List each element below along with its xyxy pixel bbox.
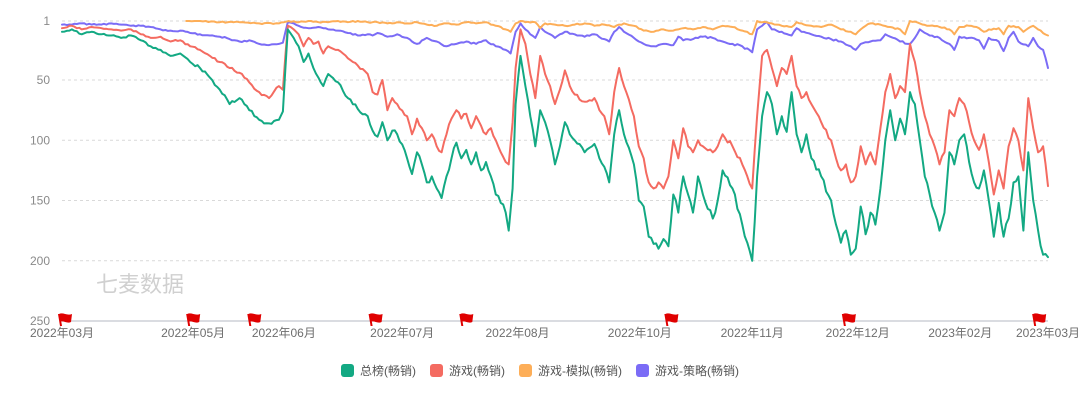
x-tick-label: 2022年12月 <box>826 326 890 340</box>
x-tick-label: 2022年10月 <box>608 326 672 340</box>
event-flag-icon[interactable] <box>841 313 856 326</box>
x-tick-label: 2023年03月 <box>1016 326 1080 340</box>
series-games-simulation-line <box>185 20 1049 37</box>
y-tick-label: 100 <box>30 133 50 147</box>
series-overall-line <box>61 28 1049 262</box>
legend-label: 游戏-模拟(畅销) <box>538 364 622 378</box>
legend-item-games[interactable]: 游戏(畅销) <box>430 362 505 379</box>
legend-label: 总榜(畅销) <box>360 364 416 378</box>
legend-label: 游戏-策略(畅销) <box>655 364 739 378</box>
legend: 总榜(畅销) 游戏(畅销) 游戏-模拟(畅销) 游戏-策略(畅销) <box>0 362 1080 379</box>
legend-item-overall[interactable]: 总榜(畅销) <box>341 362 416 379</box>
legend-label: 游戏(畅销) <box>449 364 505 378</box>
legend-swatch <box>519 364 532 377</box>
x-tick-label: 2022年07月 <box>370 326 434 340</box>
event-flag-icon[interactable] <box>247 313 262 326</box>
series-games-line <box>61 24 1049 196</box>
x-tick-label: 2022年05月 <box>161 326 225 340</box>
x-tick-label: 2022年08月 <box>486 326 550 340</box>
x-axis: 2022年03月 2022年05月 2022年06月 2022年07月 2022年08月… <box>30 326 1080 340</box>
watermark: 七麦数据 <box>96 273 184 298</box>
x-tick-label: 2022年06月 <box>252 326 316 340</box>
y-tick-label: 150 <box>30 194 50 208</box>
event-flag-icon[interactable] <box>58 313 72 326</box>
event-flag-icon[interactable] <box>186 313 201 326</box>
legend-item-games-strategy[interactable]: 游戏-策略(畅销) <box>636 362 739 379</box>
legend-item-games-simulation[interactable]: 游戏-模拟(畅销) <box>519 362 622 379</box>
legend-swatch <box>341 364 354 377</box>
series-layer <box>61 20 1049 262</box>
event-flag-icon[interactable] <box>459 313 474 326</box>
flag-layer <box>58 313 1047 326</box>
legend-swatch <box>430 364 443 377</box>
event-flag-icon[interactable] <box>664 313 679 326</box>
y-tick-label: 250 <box>30 314 50 328</box>
event-flag-icon[interactable] <box>1032 313 1047 326</box>
y-tick-label: 50 <box>37 73 51 87</box>
x-tick-label: 2022年03月 <box>30 326 94 340</box>
series-games-strategy-line <box>61 21 1049 69</box>
legend-swatch <box>636 364 649 377</box>
y-tick-label: 200 <box>30 254 50 268</box>
event-flag-icon[interactable] <box>368 313 383 326</box>
y-tick-label: 1 <box>43 14 50 28</box>
x-tick-label: 2023年02月 <box>928 326 992 340</box>
x-tick-label: 2022年11月 <box>721 326 784 340</box>
